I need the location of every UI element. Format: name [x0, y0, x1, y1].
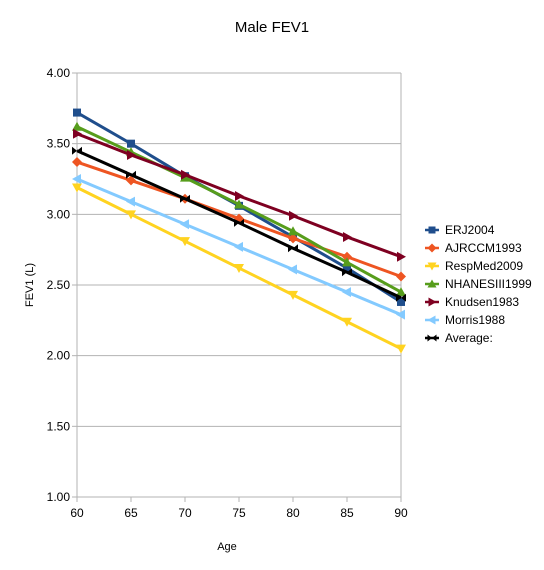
data-point [397, 251, 406, 262]
axes [76, 73, 402, 502]
data-point [180, 219, 189, 230]
y-tick-label: 2.50 [47, 278, 71, 292]
data-point [126, 170, 136, 179]
series-group [72, 108, 406, 354]
data-point [234, 241, 243, 252]
data-point [234, 218, 244, 227]
legend-item: ERJ2004 [425, 223, 495, 237]
series-morris1988 [72, 174, 405, 320]
series-line [76, 149, 402, 300]
data-point [396, 344, 406, 354]
legend: ERJ2004 AJRCCM1993 RespMed2009 NHANESIII199… [425, 223, 532, 345]
series-ajrccm1993 [72, 157, 406, 282]
data-point [127, 139, 135, 148]
legend-label: RespMed2009 [445, 259, 523, 273]
data-point [397, 297, 405, 306]
legend-item: NHANESIII1999 [425, 277, 532, 291]
data-point [396, 287, 406, 297]
y-tick-label: 1.00 [47, 490, 71, 504]
data-point [427, 262, 437, 271]
y-tick-label: 2.00 [47, 349, 71, 363]
data-point [342, 268, 352, 277]
data-point [180, 237, 190, 247]
data-point [73, 108, 81, 117]
data-point [396, 293, 406, 302]
data-point [126, 175, 136, 186]
legend-label: ERJ2004 [445, 223, 495, 237]
legend-label: Knudsen1983 [445, 295, 519, 309]
data-point [72, 146, 82, 155]
x-tick-label: 75 [232, 506, 246, 520]
data-point [235, 190, 244, 201]
x-tick-label: 80 [286, 506, 300, 520]
series-average [72, 146, 406, 302]
y-tick-label: 3.00 [47, 207, 71, 221]
data-point [288, 264, 297, 275]
data-point [427, 315, 436, 325]
x-tick-label: 70 [178, 506, 192, 520]
x-tick-label: 65 [124, 506, 138, 520]
x-axis-label: Age [217, 541, 237, 553]
y-tick-label: 3.50 [47, 137, 71, 151]
y-tick-labels: 1.00 1.50 2.00 2.50 3.00 3.50 4.00 [47, 66, 71, 504]
data-point [72, 121, 82, 131]
data-point [427, 279, 437, 288]
data-point [288, 226, 298, 236]
data-point [234, 199, 244, 209]
data-point [396, 271, 406, 282]
y-tick-label: 1.50 [47, 419, 71, 433]
data-point [126, 196, 135, 207]
data-point [343, 264, 351, 273]
legend-label: AJRCCM1993 [445, 241, 522, 255]
data-point [127, 149, 136, 160]
data-point [73, 128, 82, 139]
data-point [342, 317, 352, 327]
legend-item: AJRCCM1993 [425, 241, 522, 255]
legend-item: Knudsen1983 [425, 295, 519, 309]
data-point [428, 297, 437, 307]
legend-label: Morris1988 [445, 313, 505, 327]
y-tick-label: 4.00 [47, 66, 71, 80]
data-point [342, 287, 351, 298]
data-point [181, 169, 190, 180]
data-point [428, 226, 436, 234]
data-point [342, 257, 352, 267]
data-point [427, 243, 437, 253]
data-point [72, 157, 82, 168]
x-tick-labels: 60 65 70 75 80 85 90 [70, 506, 408, 520]
data-point [288, 244, 298, 253]
chart-title: Male FEV1 [235, 19, 309, 36]
data-point [289, 210, 298, 221]
legend-label: Average: [445, 331, 493, 345]
x-tick-label: 90 [394, 506, 408, 520]
legend-item: Morris1988 [425, 313, 505, 327]
data-point [72, 174, 81, 184]
x-tick-label: 85 [340, 506, 354, 520]
series-respmed2009 [72, 183, 406, 354]
data-point [427, 334, 437, 342]
data-point [180, 194, 190, 203]
data-point [288, 233, 298, 244]
legend-item: RespMed2009 [425, 259, 523, 273]
data-point [396, 309, 405, 320]
data-point [126, 210, 136, 220]
y-axis-label: FEV1 (L) [24, 263, 36, 307]
series-knudsen1983 [73, 128, 406, 262]
legend-item: Average: [425, 331, 493, 345]
data-point [72, 183, 82, 193]
data-point [288, 290, 298, 300]
legend-label: NHANESIII1999 [445, 277, 532, 291]
data-point [234, 264, 244, 274]
x-tick-label: 60 [70, 506, 84, 520]
data-point [343, 231, 352, 242]
